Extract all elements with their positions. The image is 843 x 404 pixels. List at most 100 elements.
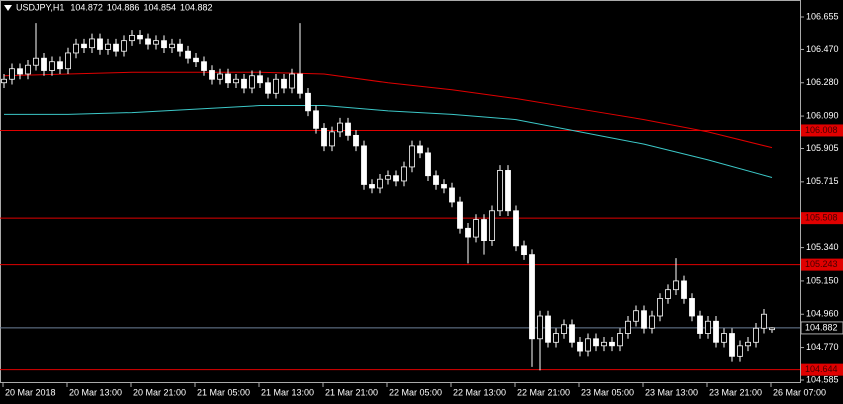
candle-body — [441, 184, 447, 189]
candle-body — [737, 345, 743, 357]
x-tick-label: 21 Mar 21:00 — [325, 387, 378, 397]
candle-body — [153, 40, 159, 45]
candle-body — [521, 245, 527, 256]
candle-body — [513, 210, 519, 247]
candle-body — [425, 152, 431, 177]
candle-body — [97, 38, 103, 50]
y-tick-label: 105.905 — [806, 143, 839, 153]
x-tick-label: 22 Mar 21:00 — [517, 387, 570, 397]
level-label: 106.008 — [805, 125, 838, 135]
candle-body — [65, 52, 71, 70]
candle-body — [409, 145, 415, 168]
candle-body — [529, 254, 535, 340]
candle-body — [569, 324, 575, 343]
level-label: 104.882 — [805, 322, 838, 332]
y-tick-label: 104.770 — [806, 342, 839, 352]
candle-body — [377, 178, 383, 189]
x-tick-label: 23 Mar 05:00 — [581, 387, 634, 397]
candle-body — [241, 78, 247, 89]
candle-body — [473, 219, 479, 238]
header-value: 104.886 — [107, 2, 140, 12]
candle-body — [417, 145, 423, 154]
candle-body — [657, 298, 663, 317]
candle-body — [265, 82, 271, 94]
candle-body — [401, 166, 407, 182]
candle-body — [585, 338, 591, 352]
candle-body — [305, 92, 311, 112]
x-tick-label: 20 Mar 21:00 — [133, 387, 186, 397]
y-tick-label: 106.280 — [806, 77, 839, 87]
header-value: 104.854 — [143, 2, 176, 12]
candle-body — [57, 61, 63, 70]
menu-arrow[interactable] — [4, 5, 12, 11]
candle-body — [273, 78, 279, 94]
candle-body — [745, 341, 751, 347]
candle-body — [337, 122, 343, 133]
x-tick-label: 20 Mar 2018 — [5, 387, 56, 397]
candle-body — [553, 333, 559, 343]
candle-body — [489, 210, 495, 241]
candle-body — [361, 145, 367, 185]
candle-body — [753, 327, 759, 343]
level-label-box — [800, 321, 843, 335]
y-tick-label: 106.655 — [806, 11, 839, 21]
candle-body — [673, 280, 679, 291]
candle-body — [329, 131, 335, 147]
candle-body — [601, 341, 607, 347]
candle-body — [665, 289, 671, 299]
level-label-box — [801, 258, 843, 271]
y-tick-label: 106.090 — [806, 110, 839, 120]
candle-body — [721, 333, 727, 343]
candle-body — [145, 38, 151, 45]
y-tick-label: 104.585 — [806, 374, 839, 384]
candle-body — [281, 78, 287, 89]
candle-body — [137, 35, 143, 40]
candle-body — [81, 43, 87, 49]
level-label-box — [801, 212, 843, 225]
candle-body — [297, 73, 303, 94]
candle-body — [321, 127, 327, 147]
candle-body — [649, 315, 655, 329]
candle-body — [17, 68, 23, 75]
candle-body — [497, 170, 503, 212]
candle-body — [761, 313, 767, 329]
x-tick-label: 23 Mar 21:00 — [709, 387, 762, 397]
candle-body — [625, 320, 631, 334]
candle-body — [113, 43, 119, 52]
candle-body — [577, 341, 583, 352]
candle-body — [177, 43, 183, 52]
candle-body — [593, 338, 599, 347]
y-tick-label: 104.960 — [806, 309, 839, 319]
x-tick-label: 22 Mar 13:00 — [453, 387, 506, 397]
x-tick-label: 21 Mar 13:00 — [261, 387, 314, 397]
level-label-box — [801, 124, 843, 137]
candle-body — [561, 324, 567, 334]
x-tick-label: 22 Mar 05:00 — [389, 387, 442, 397]
candle-body — [449, 187, 455, 203]
level-label: 105.243 — [805, 259, 838, 269]
y-tick-label: 105.340 — [806, 242, 839, 252]
candle-body — [313, 110, 319, 129]
candle-body — [41, 57, 47, 71]
candle-body — [713, 320, 719, 343]
x-tick-label: 26 Mar 07:00 — [773, 387, 826, 397]
level-label: 105.508 — [805, 213, 838, 223]
candle-body — [25, 64, 31, 75]
candle-body — [481, 219, 487, 241]
level-label-box — [801, 363, 843, 376]
candle-body — [689, 298, 695, 317]
candle-body — [505, 170, 511, 212]
candle-body — [217, 73, 223, 80]
candle-body — [433, 175, 439, 185]
candle-body — [537, 315, 543, 340]
candle-body — [121, 40, 127, 52]
candle-body — [353, 134, 359, 147]
candle-body — [729, 333, 735, 357]
candle-body — [345, 122, 351, 136]
candle-body — [633, 310, 639, 322]
candle-body — [393, 175, 399, 182]
candle-body — [201, 61, 207, 71]
candle-body — [161, 40, 167, 49]
candle-body — [289, 73, 295, 89]
